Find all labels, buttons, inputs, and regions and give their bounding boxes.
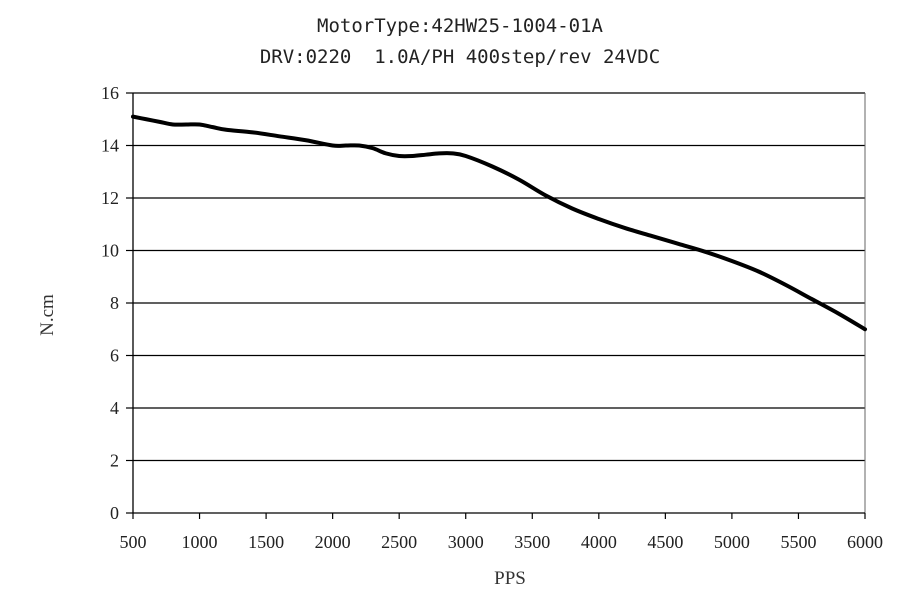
y-axis-label: N.cm — [37, 294, 58, 336]
x-tick-label-1000: 1000 — [182, 532, 218, 552]
grid-lines — [133, 92, 865, 462]
x-tick-label-2000: 2000 — [315, 532, 351, 552]
x-tick-label-3000: 3000 — [448, 532, 484, 552]
x-tick-label-2500: 2500 — [381, 532, 417, 552]
y-tick-label-16: 16 — [101, 83, 119, 103]
x-tick-labels: 500 1000 1500 2000 2500 3000 3500 4000 4500 5000 5… — [120, 532, 884, 552]
y-tick-label-2: 2 — [110, 451, 119, 471]
x-tick-label-3500: 3500 — [514, 532, 550, 552]
y-tick-labels: 0 2 4 6 8 10 12 14 16 — [101, 83, 119, 523]
x-axis-label: PPS — [494, 568, 526, 589]
y-tick-label-10: 10 — [101, 241, 119, 261]
y-tick-label-6: 6 — [110, 346, 119, 366]
x-tick-label-5000: 5000 — [714, 532, 750, 552]
x-tick-label-6000: 6000 — [847, 532, 883, 552]
x-tick-label-4500: 4500 — [647, 532, 683, 552]
x-tick-label-500: 500 — [120, 532, 147, 552]
chart-subtitle: DRV:0220 1.0A/PH 400step/rev 24VDC — [260, 46, 660, 68]
series-group — [131, 114, 867, 332]
y-tick-label-4: 4 — [110, 398, 119, 418]
y-tick-label-12: 12 — [101, 188, 119, 208]
chart-title: MotorType:42HW25-1004-01A — [317, 15, 604, 37]
y-tick-label-14: 14 — [101, 136, 119, 156]
series-line-0 — [131, 114, 867, 332]
x-tick-label-1500: 1500 — [248, 532, 284, 552]
y-tick-label-8: 8 — [110, 293, 119, 313]
axes — [126, 92, 866, 519]
y-tick-label-0: 0 — [110, 503, 119, 523]
x-tick-label-5500: 5500 — [780, 532, 816, 552]
x-tick-label-4000: 4000 — [581, 532, 617, 552]
